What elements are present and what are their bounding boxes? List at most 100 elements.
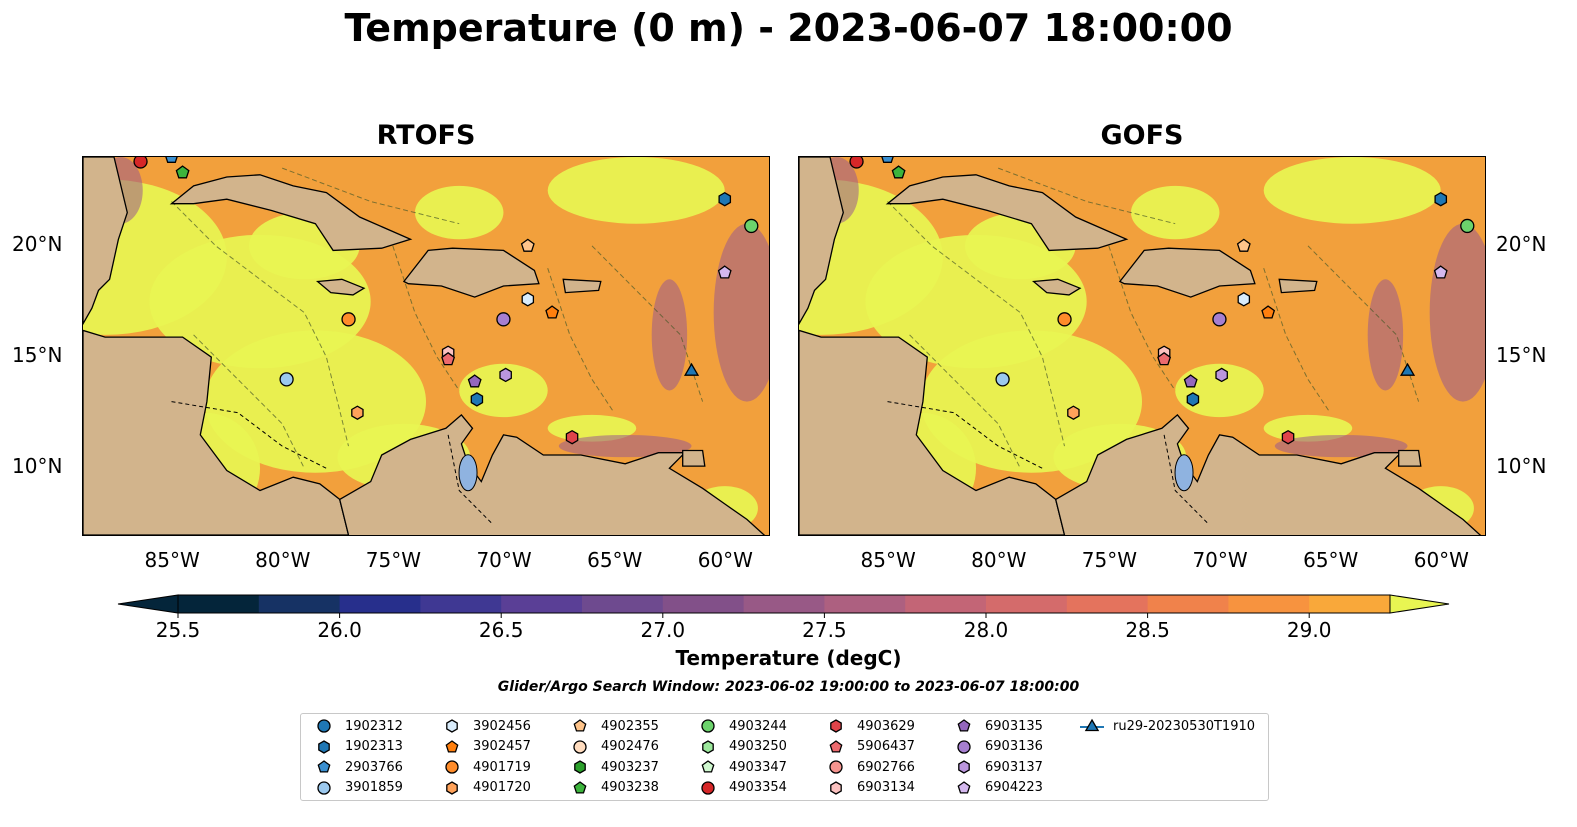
bathymetry-contour xyxy=(998,167,1176,225)
float-marker-6903136[interactable] xyxy=(1212,312,1227,327)
y-tick-label: 15°N xyxy=(1496,343,1547,368)
float-marker-4901720[interactable] xyxy=(351,405,364,420)
float-marker-2903766[interactable] xyxy=(165,157,178,163)
legend-label: 2903766 xyxy=(345,759,403,775)
float-marker-3902457[interactable] xyxy=(1261,305,1276,319)
legend-label: 6903136 xyxy=(985,739,1043,754)
panel-title-gofs: GOFS xyxy=(1100,120,1184,151)
x-tick-label: 85°W xyxy=(860,548,916,572)
legend-item: 3902457 xyxy=(439,737,531,757)
legend-marker-circle xyxy=(317,780,331,795)
float-marker-1902313[interactable] xyxy=(1186,392,1200,407)
hispaniola-land xyxy=(402,247,540,298)
legend-label: 1902313 xyxy=(345,739,403,754)
float-marker-3901859[interactable] xyxy=(995,372,1010,387)
colorbar-outline xyxy=(177,594,1391,614)
legend-marker-pentagon xyxy=(829,739,843,753)
legend-label: 4903250 xyxy=(729,739,787,754)
float-marker-6904223[interactable] xyxy=(717,265,732,279)
search-window-note: Glider/Argo Search Window: 2023-06-02 19… xyxy=(497,679,1080,695)
float-marker-3902457[interactable] xyxy=(545,305,560,319)
legend-marker-pentagon xyxy=(957,780,971,794)
float-marker-6903136[interactable] xyxy=(496,312,511,327)
float-marker-4903244[interactable] xyxy=(744,218,759,234)
legend-marker-triangle-line xyxy=(1080,718,1104,732)
float-marker-6903137[interactable] xyxy=(1215,367,1228,383)
land-border xyxy=(1163,434,1209,525)
float-marker-1902313[interactable] xyxy=(718,191,732,207)
legend-item: 5906437 xyxy=(823,737,915,757)
land-border xyxy=(887,401,1043,469)
float-marker-4903629[interactable] xyxy=(1281,429,1295,445)
float-marker-4901720[interactable] xyxy=(1067,405,1080,420)
float-marker-4903354[interactable] xyxy=(849,157,864,169)
float-marker-2903766[interactable] xyxy=(881,157,894,163)
float-marker-4902355[interactable] xyxy=(1236,238,1251,252)
legend-item: 6902766 xyxy=(823,757,915,777)
cooler-water-region xyxy=(1367,279,1404,391)
float-marker-4903238[interactable] xyxy=(175,165,190,179)
puerto-rico-land xyxy=(562,278,602,294)
float-marker-3902456[interactable] xyxy=(1237,292,1251,307)
float-marker-6903135[interactable] xyxy=(467,374,482,388)
legend-marker-circle xyxy=(317,719,331,733)
colorbar-bin xyxy=(582,595,664,613)
float-marker-6904223[interactable] xyxy=(1433,265,1448,279)
legend-marker-hexagon xyxy=(574,760,586,774)
float-marker-4903244[interactable] xyxy=(1460,218,1475,234)
float-marker-5906437[interactable] xyxy=(441,351,456,366)
colorbar-tick-label: 26.0 xyxy=(317,618,362,642)
temperature-colorbar xyxy=(117,594,1450,618)
trinidad-land xyxy=(1398,449,1422,467)
colorbar-bin xyxy=(1228,595,1310,613)
float-marker-4903629[interactable] xyxy=(565,429,579,445)
colorbar-bin xyxy=(743,595,825,613)
float-marker-6903135[interactable] xyxy=(1183,374,1198,388)
float-marker-ru29-20230530T1910[interactable] xyxy=(683,362,700,376)
float-marker-4902355[interactable] xyxy=(520,238,535,252)
float-marker-3902456[interactable] xyxy=(521,292,535,307)
cooler-water-region xyxy=(651,279,688,391)
float-marker-ru29-20230530T1910[interactable] xyxy=(1399,362,1416,376)
float-marker-4901719[interactable] xyxy=(1057,312,1072,327)
legend-item: 6903137 xyxy=(951,757,1043,777)
x-tick-label: 85°W xyxy=(144,548,200,572)
float-marker-4903354[interactable] xyxy=(133,157,148,169)
colorbar-bin xyxy=(662,595,745,613)
x-tick-label: 60°W xyxy=(697,548,753,572)
legend-item: 2903766 xyxy=(311,757,403,777)
gofs-map[interactable] xyxy=(798,156,1486,536)
x-tick-label: 75°W xyxy=(365,548,422,572)
legend: 1902312 1902313 2903766 3901859 3902456 39024… xyxy=(300,713,1269,801)
colorbar-bin xyxy=(339,595,421,613)
legend-item: 4903237 xyxy=(567,757,659,777)
jamaica-land xyxy=(1031,278,1082,296)
float-marker-1902313[interactable] xyxy=(470,392,484,407)
legend-item: 4901720 xyxy=(439,778,531,798)
colorbar-tick-label: 26.5 xyxy=(478,618,524,642)
float-marker-6903137[interactable] xyxy=(499,367,512,383)
colorbar-bin xyxy=(1066,595,1149,613)
colorbar-bin xyxy=(178,595,260,613)
float-marker-4903238[interactable] xyxy=(891,165,906,179)
float-marker-4901719[interactable] xyxy=(341,312,356,327)
legend-label: 4901720 xyxy=(473,780,531,795)
bathymetry-contour xyxy=(282,167,460,225)
float-marker-5906437[interactable] xyxy=(1157,351,1172,366)
legend-marker-circle xyxy=(701,780,715,795)
rtofs-map[interactable] xyxy=(82,156,770,536)
colorbar-high-extension xyxy=(1389,594,1450,614)
bathymetry-contour xyxy=(547,268,615,413)
legend-label: 5906437 xyxy=(857,739,915,754)
float-marker-3901859[interactable] xyxy=(279,372,294,387)
legend-marker-pentagon xyxy=(701,760,715,773)
trinidad-land xyxy=(682,449,706,467)
float-marker-1902313[interactable] xyxy=(1434,191,1448,207)
legend-label: 6903137 xyxy=(985,759,1043,775)
legend-label: 6902766 xyxy=(857,759,915,775)
x-tick-label: 60°W xyxy=(1413,548,1469,572)
lake-maracaibo xyxy=(458,454,478,492)
legend-item: 4903629 xyxy=(823,716,915,736)
colorbar-bin xyxy=(1309,595,1391,613)
warm-water-region xyxy=(414,185,504,240)
